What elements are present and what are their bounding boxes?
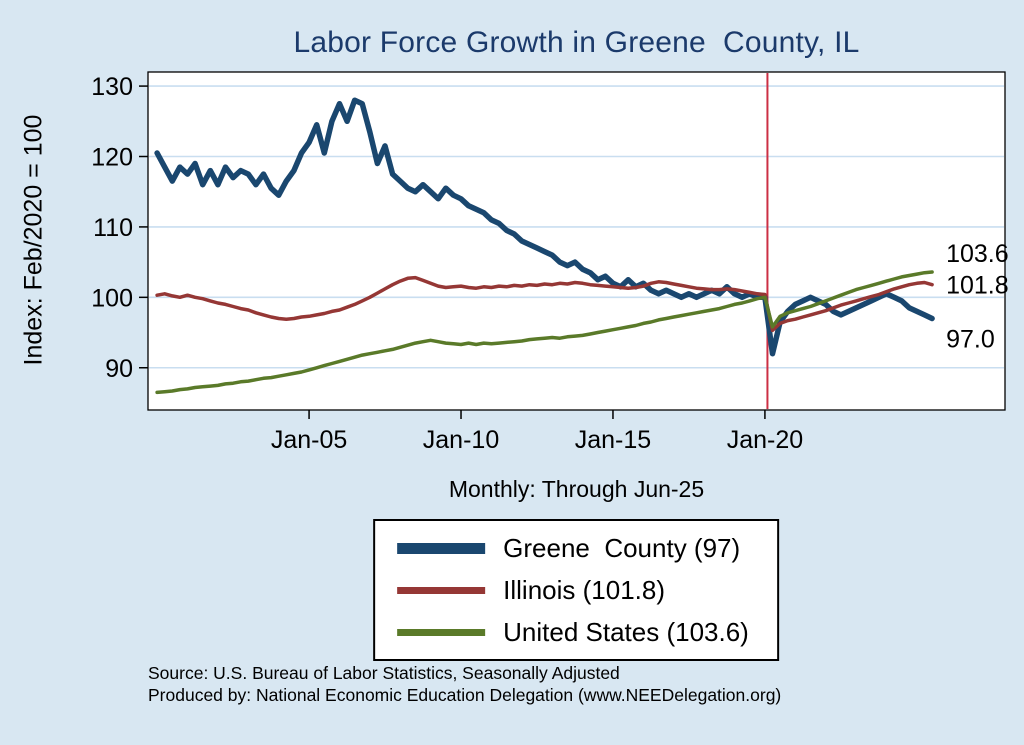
- legend-label-greene-county: Greene County (97): [503, 532, 741, 563]
- x-tick-label-jan-20: Jan-20: [727, 426, 803, 454]
- x-tick-label-jan-15: Jan-15: [575, 426, 651, 454]
- plot-background: [148, 72, 1005, 410]
- legend-item-greene-county: Greene County (97): [397, 529, 749, 567]
- legend-swatch-united-states: [397, 628, 486, 636]
- x-tick-label-jan-10: Jan-10: [423, 426, 499, 454]
- end-label-illinois: 101.8: [946, 272, 1009, 300]
- series-line-illinois: [155, 275, 934, 333]
- plot-frame: [147, 71, 1006, 411]
- y-tick-label-110: 110: [93, 214, 133, 242]
- legend-label-illinois: Illinois (101.8): [503, 574, 666, 605]
- legend: Greene County (97) Illinois (101.8) United…: [373, 519, 779, 661]
- chart-title: Labor Force Growth in Greene County, IL: [293, 26, 860, 59]
- y-tick-label-100: 100: [91, 284, 133, 312]
- series-line-united-states: [155, 270, 934, 395]
- source-text: Source: U.S. Bureau of Labor Statistics,…: [148, 663, 620, 683]
- legend-label-united-states: United States (103.6): [503, 616, 749, 647]
- legend-swatch-greene-county: [397, 542, 486, 554]
- legend-item-illinois: Illinois (101.8): [397, 571, 749, 609]
- legend-item-united-states: United States (103.6): [397, 613, 749, 651]
- series-line-greene-county: [154, 97, 935, 357]
- end-label-greene-county: 97.0: [946, 325, 995, 353]
- producer-text: Produced by: National Economic Education…: [148, 685, 782, 705]
- y-tick-label-120: 120: [91, 144, 133, 172]
- x-tick-label-jan-05: Jan-05: [271, 426, 347, 454]
- legend-swatch-illinois: [397, 586, 486, 594]
- y-tick-label-130: 130: [91, 73, 133, 101]
- end-label-united-states: 103.6: [946, 240, 1009, 268]
- x-axis-note: Monthly: Through Jun-25: [448, 476, 705, 502]
- y-tick-label-90: 90: [105, 355, 133, 383]
- y-axis-label: Index: Feb/2020 = 100: [19, 114, 48, 366]
